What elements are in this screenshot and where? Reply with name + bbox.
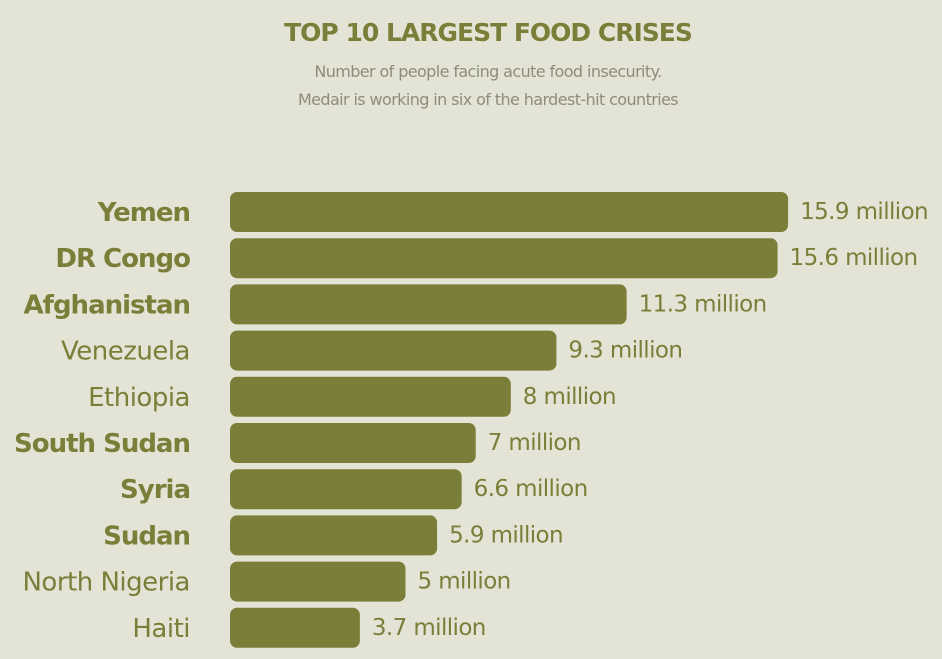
value-label: 15.6 million	[790, 245, 918, 271]
category-label: DR Congo	[55, 244, 190, 274]
category-label: Afghanistan	[24, 290, 190, 320]
category-label: Venezuela	[61, 337, 190, 367]
bar-syria	[230, 469, 462, 510]
chart-subtitle-line-1: Number of people facing acute food insec…	[314, 62, 662, 81]
bar-dr-congo	[230, 238, 778, 279]
bar-haiti	[230, 607, 360, 648]
value-label: 11.3 million	[639, 291, 767, 317]
value-label: 8 million	[523, 384, 616, 410]
value-label: 9.3 million	[568, 338, 682, 364]
value-label: 6.6 million	[474, 476, 588, 502]
category-label: Syria	[120, 475, 190, 505]
bar-yemen	[230, 192, 789, 232]
bar-ethiopia	[230, 376, 511, 417]
bar-south-sudan	[230, 423, 476, 463]
value-label: 15.9 million	[800, 199, 928, 225]
category-label: Sudan	[103, 521, 190, 551]
category-label: Ethiopia	[88, 383, 190, 413]
category-label: South Sudan	[14, 429, 190, 459]
value-label: 3.7 million	[372, 615, 486, 641]
bar-afghanistan	[230, 284, 627, 325]
value-label: 5 million	[418, 569, 511, 595]
category-label: North Nigeria	[22, 568, 190, 598]
chart-subtitle-line-2: Medair is working in six of the hardest-…	[297, 90, 679, 109]
chart-title: TOP 10 LARGEST FOOD CRISES	[284, 18, 693, 47]
value-label: 5.9 million	[449, 522, 563, 548]
value-label: 7 million	[488, 430, 581, 456]
bar-venezuela	[230, 330, 557, 371]
bar-sudan	[230, 515, 438, 556]
category-label: Yemen	[97, 198, 190, 228]
bar-north-nigeria	[230, 561, 406, 602]
category-label: Haiti	[132, 614, 190, 644]
